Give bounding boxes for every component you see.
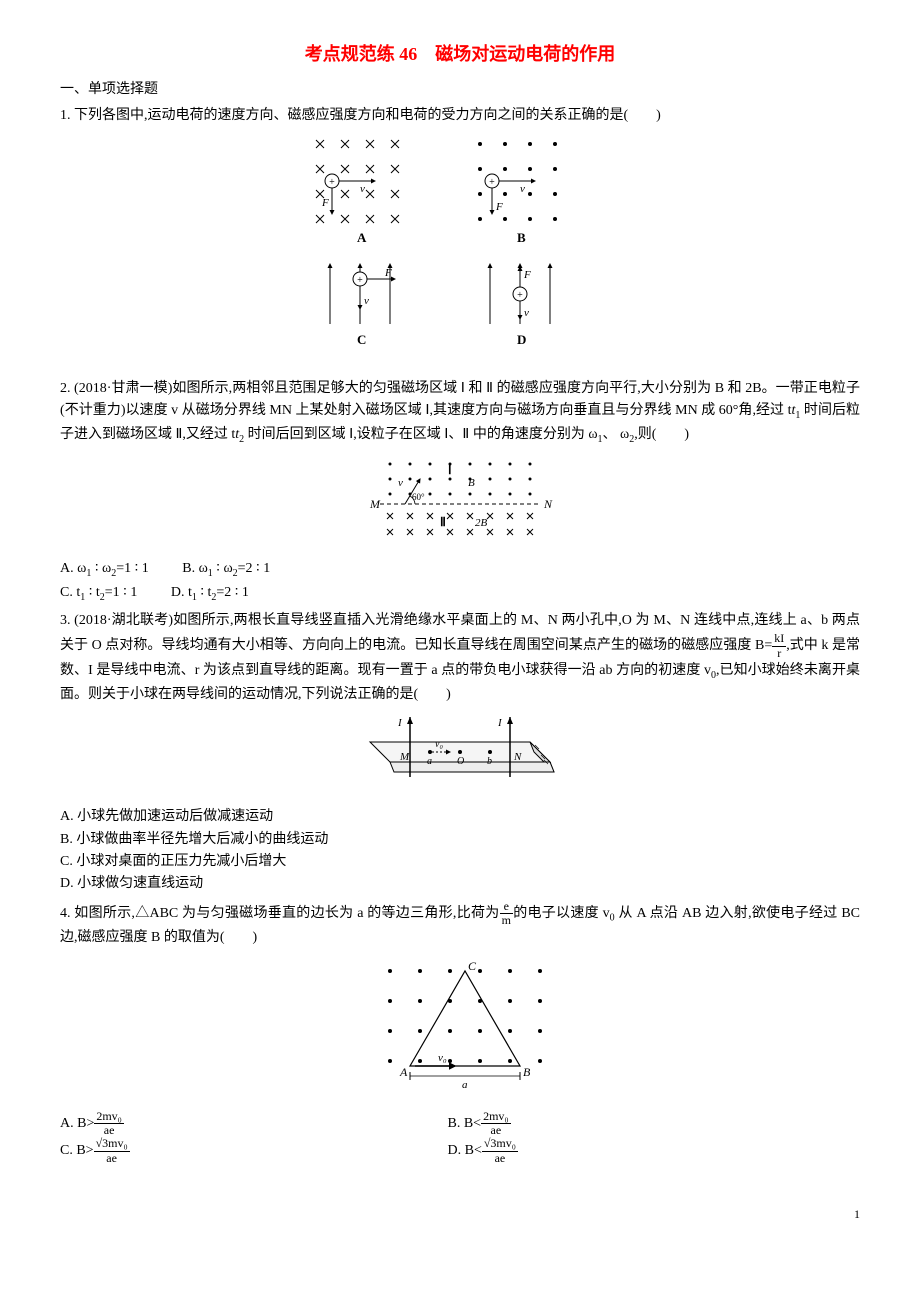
svg-text:v: v: [520, 183, 525, 195]
panel-c: + F v C: [330, 264, 395, 347]
option-b: B. 小球做曲率半径先增大后减小的曲线运动: [60, 829, 860, 851]
svg-text:C: C: [468, 959, 477, 973]
label-a: A: [357, 230, 367, 245]
svg-text:+: +: [357, 275, 363, 286]
svg-text:A: A: [399, 1065, 408, 1079]
svg-text:v: v: [364, 295, 369, 307]
question-1-figure: + v F A + v F B: [60, 134, 860, 372]
question-2-options: A. ω1 ∶ ω2=1 ∶ 1 B. ω1 ∶ ω2=2 ∶ 1 C. t1 …: [60, 558, 860, 606]
option-a: A. B>2mv₀ae: [60, 1110, 444, 1137]
question-3-stem: 3. (2018·湖北联考)如图所示,两根长直导线竖直插入光滑绝缘水平桌面上的 …: [60, 610, 860, 706]
question-4-stem: 4. 如图所示,△ABC 为与匀强磁场垂直的边长为 a 的等边三角形,比荷为em…: [60, 900, 860, 950]
svg-text:v: v: [398, 477, 403, 489]
option-a: A. ω1 ∶ ω2=1 ∶ 1: [60, 558, 149, 582]
option-c: C. B>√3mv₀ae: [60, 1137, 444, 1164]
svg-text:B: B: [523, 1065, 531, 1079]
section-heading: 一、单项选择题: [60, 79, 860, 101]
option-c: C. t1 ∶ t2=1 ∶ 1: [60, 582, 137, 606]
svg-text:F: F: [384, 267, 392, 279]
option-b: B. ω1 ∶ ω2=2 ∶ 1: [182, 558, 270, 582]
v-label: v: [360, 183, 365, 195]
svg-text:B: B: [468, 477, 475, 489]
svg-text:F: F: [495, 201, 503, 213]
panel-a: + v F A: [316, 140, 399, 245]
option-a: A. 小球先做加速运动后做减速运动: [60, 806, 860, 828]
question-2-figure: M N v 60° Ⅰ Ⅱ B 2B: [60, 454, 860, 552]
svg-text:Ⅱ: Ⅱ: [440, 515, 446, 529]
svg-text:b: b: [487, 756, 492, 767]
m-label: M: [369, 497, 381, 511]
page-number: 1: [60, 1205, 860, 1224]
svg-text:+: +: [517, 290, 523, 301]
label-b: B: [517, 230, 526, 245]
page-title: 考点规范练 46 磁场对运动电荷的作用: [60, 40, 860, 69]
label-c: C: [357, 332, 366, 347]
svg-text:v₀: v₀: [438, 1052, 447, 1064]
svg-text:60°: 60°: [412, 492, 425, 502]
option-d: D. B<√3mv₀ae: [448, 1137, 832, 1164]
option-b: B. B<2mv₀ae: [448, 1110, 832, 1137]
svg-text:a: a: [427, 756, 432, 767]
question-4-options: A. B>2mv₀ae B. B<2mv₀ae C. B>√3mv₀ae D. …: [60, 1110, 860, 1165]
question-3-options: A. 小球先做加速运动后做减速运动 B. 小球做曲率半径先增大后减小的曲线运动 …: [60, 806, 860, 896]
n-label: N: [543, 497, 553, 511]
svg-text:2B: 2B: [475, 517, 488, 529]
option-d: D. 小球做匀速直线运动: [60, 873, 860, 895]
svg-text:M: M: [399, 751, 410, 763]
svg-text:+: +: [489, 177, 495, 188]
svg-text:O: O: [457, 756, 464, 767]
question-4-figure: A B C v₀ a: [60, 956, 860, 1104]
svg-text:I: I: [497, 717, 503, 729]
svg-text:+: +: [329, 177, 335, 188]
svg-text:v₀: v₀: [435, 739, 443, 750]
question-1-stem: 1. 下列各图中,运动电荷的速度方向、磁感应强度方向和电荷的受力方向之间的关系正…: [60, 105, 860, 127]
svg-text:Ⅰ: Ⅰ: [448, 463, 452, 477]
svg-text:I: I: [397, 717, 403, 729]
f-label: F: [321, 197, 329, 209]
svg-text:F: F: [523, 269, 531, 281]
svg-text:N: N: [513, 751, 522, 763]
option-d: D. t1 ∶ t2=2 ∶ 1: [171, 582, 249, 606]
question-2-stem: 2. (2018·甘肃一模)如图所示,两相邻且范围足够大的匀强磁场区域 Ⅰ 和 …: [60, 378, 860, 448]
option-c: C. 小球对桌面的正压力先减小后增大: [60, 851, 860, 873]
svg-text:v: v: [524, 307, 529, 319]
panel-b: + v F B: [478, 142, 557, 245]
panel-d: + F v D: [490, 264, 550, 347]
label-d: D: [517, 332, 526, 347]
svg-text:a: a: [462, 1079, 468, 1091]
question-3-figure: I I M N a O b v₀: [60, 712, 860, 800]
